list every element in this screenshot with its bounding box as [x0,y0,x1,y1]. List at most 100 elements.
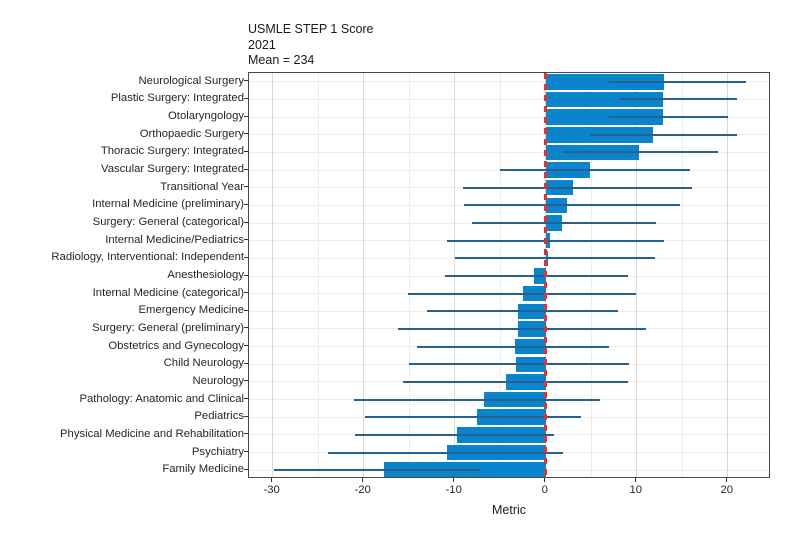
x-tick-label: -30 [263,484,280,496]
y-tick-mark [244,398,248,400]
y-tick-label: Transitional Year [160,180,244,193]
y-tick-label: Surgery: General (categorical) [92,216,244,229]
y-tick-mark [244,415,248,417]
gridline-major [727,73,729,477]
plot-panel [248,72,770,478]
error-bar-4 [590,133,737,136]
y-tick-label: Neurological Surgery [138,74,245,87]
x-tick-label: -20 [354,484,371,496]
y-tick-mark [244,380,248,382]
y-tick-label: Vascular Surgery: Integrated [101,163,244,176]
y-tick-mark [244,451,248,453]
error-bar-2 [618,98,737,101]
y-tick-mark [244,309,248,311]
y-tick-label: Otolaryngology [168,110,244,123]
x-tick-mark [362,478,364,482]
chart-title: USMLE STEP 1 Score 2021 Mean = 234 [248,22,374,69]
y-tick-label: Anesthesiology [167,269,244,281]
error-bar-20 [364,416,582,419]
y-tick-mark [244,327,248,329]
y-tick-label: Child Neurology [163,357,244,370]
y-tick-label: Pediatrics [194,410,244,423]
y-tick-mark [244,115,248,117]
y-tick-label: Emergency Medicine [138,304,244,317]
x-tick-label: 10 [629,484,643,496]
error-bar-19 [353,398,601,401]
error-bar-17 [409,363,629,366]
x-axis-title: Metric [491,503,527,517]
error-bar-14 [427,310,618,313]
error-bar-3 [609,116,728,119]
error-bar-21 [354,433,554,436]
y-tick-label: Psychiatry [191,445,244,458]
gridline-minor [681,73,683,477]
error-bar-8 [463,204,681,207]
gridline-minor [408,73,410,477]
y-tick-label: Obstetrics and Gynecology [108,339,244,352]
y-tick-mark [244,345,248,347]
y-tick-mark [244,362,248,364]
y-tick-mark [244,274,248,276]
zero-reference-line [544,73,547,477]
error-bar-6 [500,169,691,172]
error-bar-5 [563,151,718,154]
error-bar-12 [444,275,628,277]
chart-title-line3: Mean = 234 [248,53,315,67]
y-tick-mark [244,150,248,152]
y-tick-mark [244,186,248,188]
gridline-horizontal [249,116,769,118]
y-tick-label: Orthopaedic Surgery [139,127,244,140]
gridline-horizontal [249,134,769,136]
y-tick-mark [244,133,248,135]
y-tick-mark [244,80,248,82]
error-bar-11 [454,257,655,260]
error-bar-18 [402,380,628,383]
error-bar-23 [273,469,482,472]
x-tick-mark [544,478,546,482]
error-bar-1 [608,80,746,83]
y-tick-mark [244,221,248,223]
x-tick-mark [635,478,637,482]
error-bar-13 [408,292,636,295]
y-tick-mark [244,239,248,241]
chart-title-line1: USMLE STEP 1 Score [248,22,374,36]
y-tick-label: Internal Medicine/Pediatrics [105,233,244,246]
y-tick-mark [244,168,248,170]
bar-1 [545,74,665,90]
gridline-horizontal [249,81,769,83]
error-bar-7 [462,186,693,189]
bar-3 [545,109,664,125]
y-tick-label: Physical Medicine and Rehabilitation [60,427,244,440]
error-bar-22 [328,451,563,454]
error-bar-9 [471,222,656,225]
gridline-major [272,73,274,477]
y-tick-label: Thoracic Surgery: Integrated [100,145,244,158]
y-tick-mark [244,433,248,435]
gridline-major [636,73,638,477]
error-bar-10 [447,239,665,242]
y-tick-label: Pathology: Anatomic and Clinical [79,392,244,405]
y-tick-label: Internal Medicine (categorical) [92,286,244,299]
y-tick-mark [244,97,248,99]
chart-title-line2: 2021 [248,37,276,52]
gridline-horizontal [249,151,769,153]
error-bar-16 [417,345,610,348]
gridline-horizontal [249,98,769,100]
x-tick-label: -10 [445,484,462,496]
y-tick-label: Surgery: General (preliminary) [92,321,244,334]
gridline-minor [317,73,319,477]
x-tick-label: 0 [541,484,548,496]
y-tick-label: Neurology [192,374,245,387]
y-tick-label: Family Medicine [162,463,244,476]
x-tick-mark [726,478,728,482]
y-tick-mark [244,468,248,470]
x-tick-mark [271,478,273,482]
x-tick-mark [453,478,455,482]
y-tick-mark [244,256,248,258]
y-tick-label: Plastic Surgery: Integrated [110,92,244,105]
x-tick-label: 20 [720,484,734,496]
y-tick-label: Internal Medicine (preliminary) [92,198,244,211]
bar-2 [545,91,664,108]
gridline-major [363,73,365,477]
